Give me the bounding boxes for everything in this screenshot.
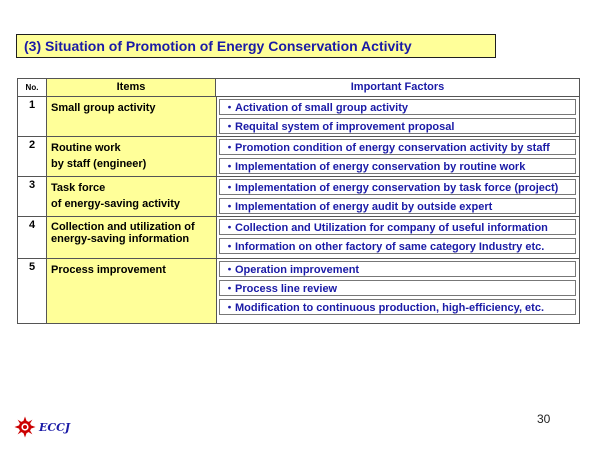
factor-cell: ・Requital system of improvement proposal — [219, 118, 576, 134]
table-row: 4 Collection and utilization of energy-s… — [18, 217, 579, 259]
column-divider — [216, 97, 217, 323]
row-number: 5 — [28, 261, 36, 273]
eccj-logo: ECCJ — [14, 416, 70, 438]
row-number: 3 — [28, 179, 36, 191]
row-number: 4 — [28, 219, 36, 231]
row-number: 1 — [28, 99, 36, 111]
row-item: Process improvement — [51, 264, 166, 276]
factor-cell: ・Activation of small group activity — [219, 99, 576, 115]
header-items: Items — [46, 79, 216, 96]
factor-cell: ・Operation improvement — [219, 261, 576, 277]
header-important-factors: Important Factors — [350, 81, 445, 93]
factor-cell: ・Process line review — [219, 280, 576, 296]
page-title: (3) Situation of Promotion of Energy Con… — [16, 34, 496, 58]
eccj-logo-icon — [14, 416, 36, 438]
eccj-logo-text: ECCJ — [39, 420, 71, 434]
factor-cell: ・Collection and Utilization for company … — [219, 219, 576, 235]
column-divider — [46, 97, 47, 323]
factor-cell: ・Implementation of energy conservation b… — [219, 158, 576, 174]
factor-cell: ・Implementation of energy conservation b… — [219, 179, 576, 195]
factors-table: No. Items Important Factors 1 Small grou… — [17, 78, 580, 324]
row-item: Small group activity — [51, 102, 156, 114]
factor-cell: ・Information on other factory of same ca… — [219, 238, 576, 254]
table-header-row: No. Items Important Factors — [18, 79, 579, 97]
row-number: 2 — [28, 139, 36, 151]
header-no: No. — [25, 83, 39, 92]
row-item: Routine work by staff (engineer) — [51, 142, 147, 170]
row-item: Task force of energy-saving activity — [51, 182, 180, 210]
factor-cell: ・Implementation of energy audit by outsi… — [219, 198, 576, 214]
factor-cell: ・Modification to continuous production, … — [219, 299, 576, 315]
table-row: 5 Process improvement ・Operation improve… — [18, 259, 579, 323]
factor-cell: ・Promotion condition of energy conservat… — [219, 139, 576, 155]
table-row: 2 Routine work by staff (engineer) ・Prom… — [18, 137, 579, 177]
row-item: Collection and utilization of energy-sav… — [51, 221, 195, 245]
table-row: 1 Small group activity ・Activation of sm… — [18, 97, 579, 137]
page-number: 30 — [537, 412, 551, 426]
items-column-background — [46, 97, 216, 323]
table-row: 3 Task force of energy-saving activity ・… — [18, 177, 579, 217]
